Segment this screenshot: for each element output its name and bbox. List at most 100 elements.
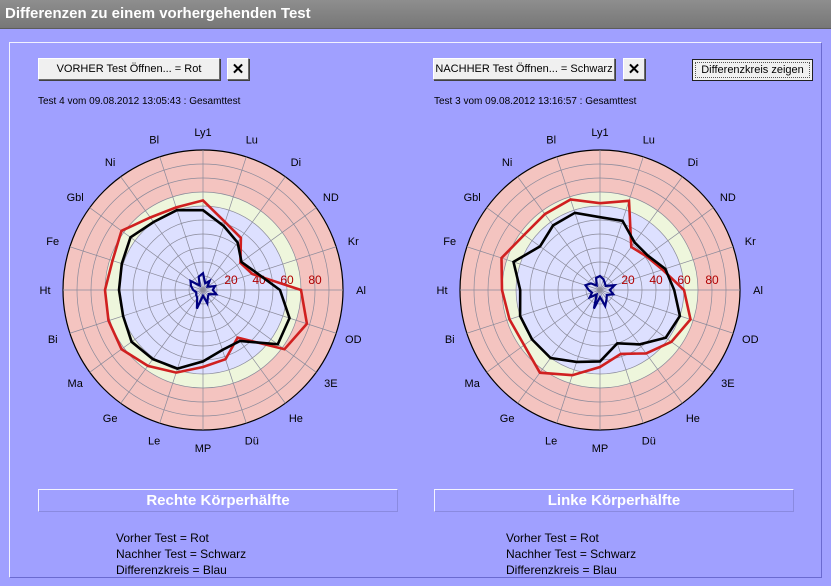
grid-spoke — [599, 156, 644, 291]
grid-spoke — [599, 289, 644, 424]
grid-spoke — [202, 207, 317, 291]
ring-label: 80 — [308, 273, 322, 287]
axis-label: ND — [720, 192, 736, 204]
axis-label: He — [686, 413, 700, 425]
grid-spoke — [599, 246, 734, 291]
axis-label: Le — [148, 435, 160, 447]
grid-spoke — [202, 176, 286, 291]
axis-label: Fe — [46, 236, 59, 248]
grid-spoke — [202, 289, 337, 334]
grid-spoke — [466, 246, 601, 291]
grid-spoke — [69, 246, 204, 291]
difference-curve — [189, 271, 219, 310]
grid-spoke — [599, 289, 683, 404]
axis-label: Bi — [48, 334, 58, 346]
difference-curve — [583, 274, 618, 310]
grid-spoke — [517, 289, 601, 404]
grid-spoke — [466, 289, 601, 334]
title-bar: Differenzen zu einem vorhergehenden Test — [0, 0, 831, 29]
axis-label: Bl — [546, 135, 556, 147]
close-after-test-button[interactable]: ✕ — [623, 58, 645, 80]
before-test-curve — [103, 198, 309, 374]
grid-spoke — [202, 246, 337, 291]
window-title: Differenzen zu einem vorhergehenden Test — [5, 5, 311, 22]
open-before-test-button[interactable]: VORHER Test Öffnen... = Rot — [38, 58, 220, 80]
grid-spoke — [202, 289, 317, 373]
grid-spoke — [89, 289, 204, 373]
side-label-right: Rechte Körperhälfte — [38, 489, 398, 512]
legend-after: Nachher Test = Schwarz — [116, 547, 247, 561]
show-difference-circle-button[interactable]: Differenzkreis zeigen — [692, 59, 813, 81]
axis-label: 3E — [721, 378, 734, 390]
axis-label: Al — [753, 285, 763, 297]
axis-label: Gbl — [67, 192, 84, 204]
close-before-test-button[interactable]: ✕ — [227, 58, 249, 80]
close-icon: ✕ — [627, 61, 641, 78]
radar-chart-right-body-half: 20 40 60 80 Ly1 Lu Di ND Kr Al OD 3E He Dü MP Le Ge Ma Bi H… — [33, 118, 373, 463]
grid-spoke — [556, 156, 601, 291]
grid-spoke — [120, 289, 204, 404]
axis-label: Ht — [40, 285, 51, 297]
axis-label: He — [289, 413, 303, 425]
grid-spoke — [599, 289, 734, 334]
legend-before: Vorher Test = Rot — [506, 531, 599, 545]
grid-spoke — [599, 207, 714, 291]
axis-label: Ht — [437, 285, 448, 297]
ring-label: 40 — [649, 273, 663, 287]
side-label-left: Linke Körperhälfte — [434, 489, 794, 512]
close-icon: ✕ — [231, 61, 245, 78]
grid-spoke — [599, 176, 683, 291]
after-test-curve — [512, 211, 682, 364]
grid-spoke — [69, 289, 204, 334]
grid-spoke — [486, 207, 601, 291]
ring-label: 20 — [224, 273, 238, 287]
legend-diff: Differenzkreis = Blau — [506, 563, 617, 577]
axis-label: Ni — [105, 157, 115, 169]
axis-label: Di — [291, 157, 301, 169]
content-panel — [9, 42, 822, 578]
before-test-info: Test 4 vom 09.08.2012 13:05:43 : Gesamtt… — [38, 96, 241, 107]
grid-spoke — [599, 289, 714, 373]
radar-chart-left-body-half: 20 40 60 80 Ly1 Lu Di ND Kr Al OD 3E He Dü MP Le Ge Ma Bi H… — [430, 118, 770, 463]
radar-svg: 20 40 60 80Ly1LuDiNDKrAlOD3EHeDüMPLeGeMaBiH… — [40, 127, 366, 455]
axis-label: MP — [195, 443, 212, 455]
axis-label: OD — [345, 334, 362, 346]
axis-label: Fe — [443, 236, 456, 248]
axis-label: Dü — [245, 435, 259, 447]
axis-label: Ma — [68, 378, 84, 390]
grid-spoke — [89, 207, 204, 291]
axis-label: Kr — [348, 236, 359, 248]
grid-spoke — [120, 176, 204, 291]
after-test-curve — [117, 208, 291, 370]
after-test-info: Test 3 vom 09.08.2012 13:16:57 : Gesamtt… — [434, 96, 637, 107]
radar-svg: 20 40 60 80Ly1LuDiNDKrAlOD3EHeDüMPLeGeMaBiH… — [437, 127, 763, 455]
axis-label: MP — [592, 443, 609, 455]
axis-label: Bi — [445, 334, 455, 346]
legend-before: Vorher Test = Rot — [116, 531, 209, 545]
ring-label: 80 — [705, 273, 719, 287]
grid-spoke — [202, 289, 247, 424]
legend-diff: Differenzkreis = Blau — [116, 563, 227, 577]
axis-label: Gbl — [464, 192, 481, 204]
axis-label: Ni — [502, 157, 512, 169]
legend-right: Vorher Test = Rot Nachher Test = Schwarz… — [116, 530, 246, 578]
before-test-curve — [500, 198, 692, 377]
axis-label: Kr — [745, 236, 756, 248]
open-after-test-button[interactable]: NACHHER Test Öffnen... = Schwarz — [433, 58, 615, 80]
grid-spoke — [556, 289, 601, 424]
grid-spoke — [159, 156, 204, 291]
axis-label: ND — [323, 192, 339, 204]
ring-label: 20 — [621, 273, 635, 287]
axis-label: Al — [356, 285, 366, 297]
axis-label: Ly1 — [591, 127, 608, 139]
axis-label: Bl — [149, 135, 159, 147]
axis-label: Ge — [500, 413, 515, 425]
axis-label: Ly1 — [194, 127, 211, 139]
axis-label: Dü — [642, 435, 656, 447]
grid-spoke — [202, 289, 286, 404]
legend-left: Vorher Test = Rot Nachher Test = Schwarz… — [506, 530, 636, 578]
grid-spoke — [517, 176, 601, 291]
grid-spoke — [486, 289, 601, 373]
axis-label: Ma — [465, 378, 481, 390]
axis-label: Lu — [246, 135, 258, 147]
